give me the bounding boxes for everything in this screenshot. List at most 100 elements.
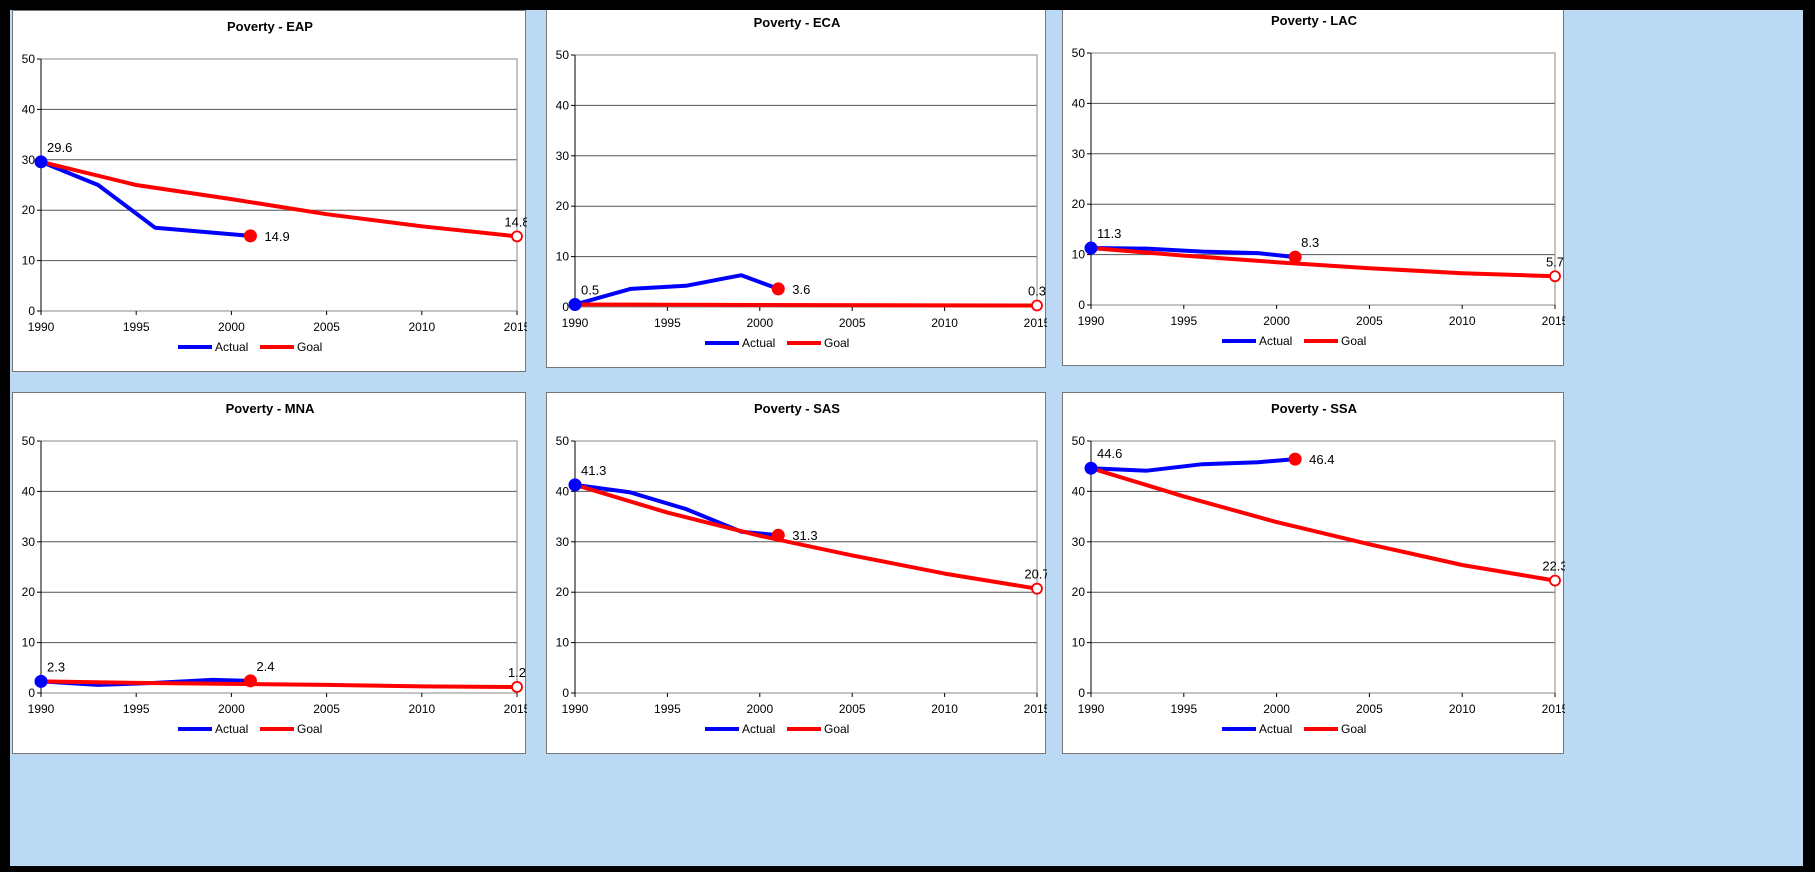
plot-area	[574, 440, 1038, 694]
data-label: 2.4	[256, 659, 274, 674]
x-tick-label: 1995	[654, 316, 681, 330]
y-tick-label: 20	[1072, 585, 1086, 599]
chart-svg-eap: Poverty - EAP 0 10 20 30 40 50 1990 1995 2000 2005…	[22, 19, 527, 354]
chart-svg-ssa: Poverty - SSA 0 10 20 30 40 50 1990 1995 2000 2005…	[1072, 401, 1565, 736]
series-line-actual	[39, 159, 253, 238]
y-tick-label: 30	[556, 149, 570, 163]
x-tick-label: 1990	[562, 702, 589, 716]
x-tick-label: 1990	[1078, 702, 1105, 716]
y-tick-label: 10	[556, 250, 570, 264]
point-marker	[771, 282, 785, 296]
chart-title: Poverty - ECA	[754, 15, 841, 30]
legend-label-goal: Goal	[297, 722, 322, 736]
chart-title: Poverty - LAC	[1271, 13, 1358, 28]
y-tick-label: 40	[1072, 96, 1086, 110]
x-tick-label: 1995	[654, 702, 681, 716]
chart-panel-eca: Poverty - ECA 0 10 20 30 40 50 1990 1995 2000 2005…	[546, 6, 1047, 368]
x-tick-label: 2015	[504, 702, 527, 716]
x-tick-label: 1990	[1078, 314, 1105, 328]
y-tick-label: 30	[1072, 147, 1086, 161]
x-tick-label: 1995	[123, 702, 150, 716]
chart-title: Poverty - SSA	[1271, 401, 1358, 416]
x-tick-label: 2000	[746, 702, 773, 716]
y-tick-label: 20	[22, 585, 36, 599]
data-label: 20.7	[1024, 567, 1047, 582]
x-tick-label: 2005	[1356, 314, 1383, 328]
series-line-goal	[39, 159, 519, 239]
x-tick-label: 2010	[931, 702, 958, 716]
legend-label-actual: Actual	[1259, 722, 1292, 736]
series-line-actual	[573, 273, 781, 307]
chart-title: Poverty - SAS	[754, 401, 840, 416]
y-tick-label: 50	[556, 48, 570, 62]
y-tick-label: 50	[1072, 46, 1086, 60]
chart-svg-lac: Poverty - LAC 0 10 20 30 40 50 1990 1995 2000 2005…	[1072, 13, 1565, 348]
data-label: 0.5	[581, 282, 599, 297]
x-tick-label: 1990	[28, 320, 55, 334]
data-label: 2.3	[47, 659, 65, 674]
y-tick-label: 10	[22, 254, 36, 268]
point-marker	[1084, 241, 1098, 255]
data-label: 8.3	[1301, 235, 1319, 250]
x-tick-label: 2015	[1024, 316, 1047, 330]
chart-panel-eap: Poverty - EAP 0 10 20 30 40 50 1990 1995 2000 2005…	[12, 10, 527, 372]
plot-area	[574, 54, 1038, 308]
y-tick-label: 20	[1072, 197, 1086, 211]
point-marker-open	[511, 681, 523, 693]
plot-area	[40, 440, 518, 694]
y-tick-label: 50	[22, 434, 36, 448]
chart-title: Poverty - MNA	[226, 401, 315, 416]
y-tick-label: 0	[1078, 298, 1085, 312]
point-marker	[34, 155, 48, 169]
y-tick-label: 0	[28, 686, 35, 700]
data-label: 11.3	[1097, 226, 1121, 241]
data-label: 14.9	[264, 229, 289, 244]
series-line-goal	[1089, 246, 1557, 279]
legend-label-goal: Goal	[824, 722, 849, 736]
legend-label-actual: Actual	[742, 336, 775, 350]
x-tick-label: 1995	[1170, 702, 1197, 716]
x-tick-label: 1990	[562, 316, 589, 330]
x-tick-label: 2000	[746, 316, 773, 330]
y-tick-label: 20	[556, 585, 570, 599]
data-label: 44.6	[1097, 446, 1122, 461]
series-line-goal	[573, 482, 1039, 591]
x-tick-label: 1995	[1170, 314, 1197, 328]
y-tick-label: 30	[22, 153, 36, 167]
x-tick-label: 2000	[1263, 314, 1290, 328]
y-tick-label: 30	[22, 535, 36, 549]
data-label: 46.4	[1309, 452, 1334, 467]
data-label: 22.3	[1542, 559, 1565, 574]
y-tick-label: 0	[562, 300, 569, 314]
x-tick-label: 2005	[1356, 702, 1383, 716]
series-line-goal	[39, 679, 519, 689]
x-tick-label: 2005	[313, 702, 340, 716]
x-tick-label: 1995	[123, 320, 150, 334]
point-marker	[568, 478, 582, 492]
x-tick-label: 2015	[1542, 314, 1565, 328]
point-marker-open	[511, 230, 523, 243]
y-tick-label: 0	[1078, 686, 1085, 700]
chart-panel-ssa: Poverty - SSA 0 10 20 30 40 50 1990 1995 2000 2005…	[1062, 392, 1565, 754]
y-tick-label: 40	[556, 484, 570, 498]
point-marker-open	[1031, 582, 1043, 595]
x-tick-label: 2005	[839, 316, 866, 330]
data-label: 0.3	[1028, 283, 1046, 298]
chart-svg-sas: Poverty - SAS 0 10 20 30 40 50 1990 1995 2000 2005…	[556, 401, 1047, 736]
x-tick-label: 2015	[1542, 702, 1565, 716]
y-tick-label: 30	[1072, 535, 1086, 549]
plot-area	[40, 58, 518, 312]
point-marker-open	[1031, 299, 1043, 312]
data-label: 3.6	[792, 282, 810, 297]
y-tick-label: 50	[556, 434, 570, 448]
x-tick-label: 1990	[28, 702, 55, 716]
x-tick-label: 2015	[504, 320, 527, 334]
legend-label-goal: Goal	[824, 336, 849, 350]
chart-panel-mna: Poverty - MNA 0 10 20 30 40 50 1990 1995 2000 2005…	[12, 392, 527, 754]
y-tick-label: 40	[1072, 484, 1086, 498]
x-tick-label: 2000	[1263, 702, 1290, 716]
legend-label-goal: Goal	[1341, 334, 1366, 348]
data-label: 31.3	[792, 528, 817, 543]
legend-label-goal: Goal	[297, 340, 322, 354]
legend-label-actual: Actual	[742, 722, 775, 736]
